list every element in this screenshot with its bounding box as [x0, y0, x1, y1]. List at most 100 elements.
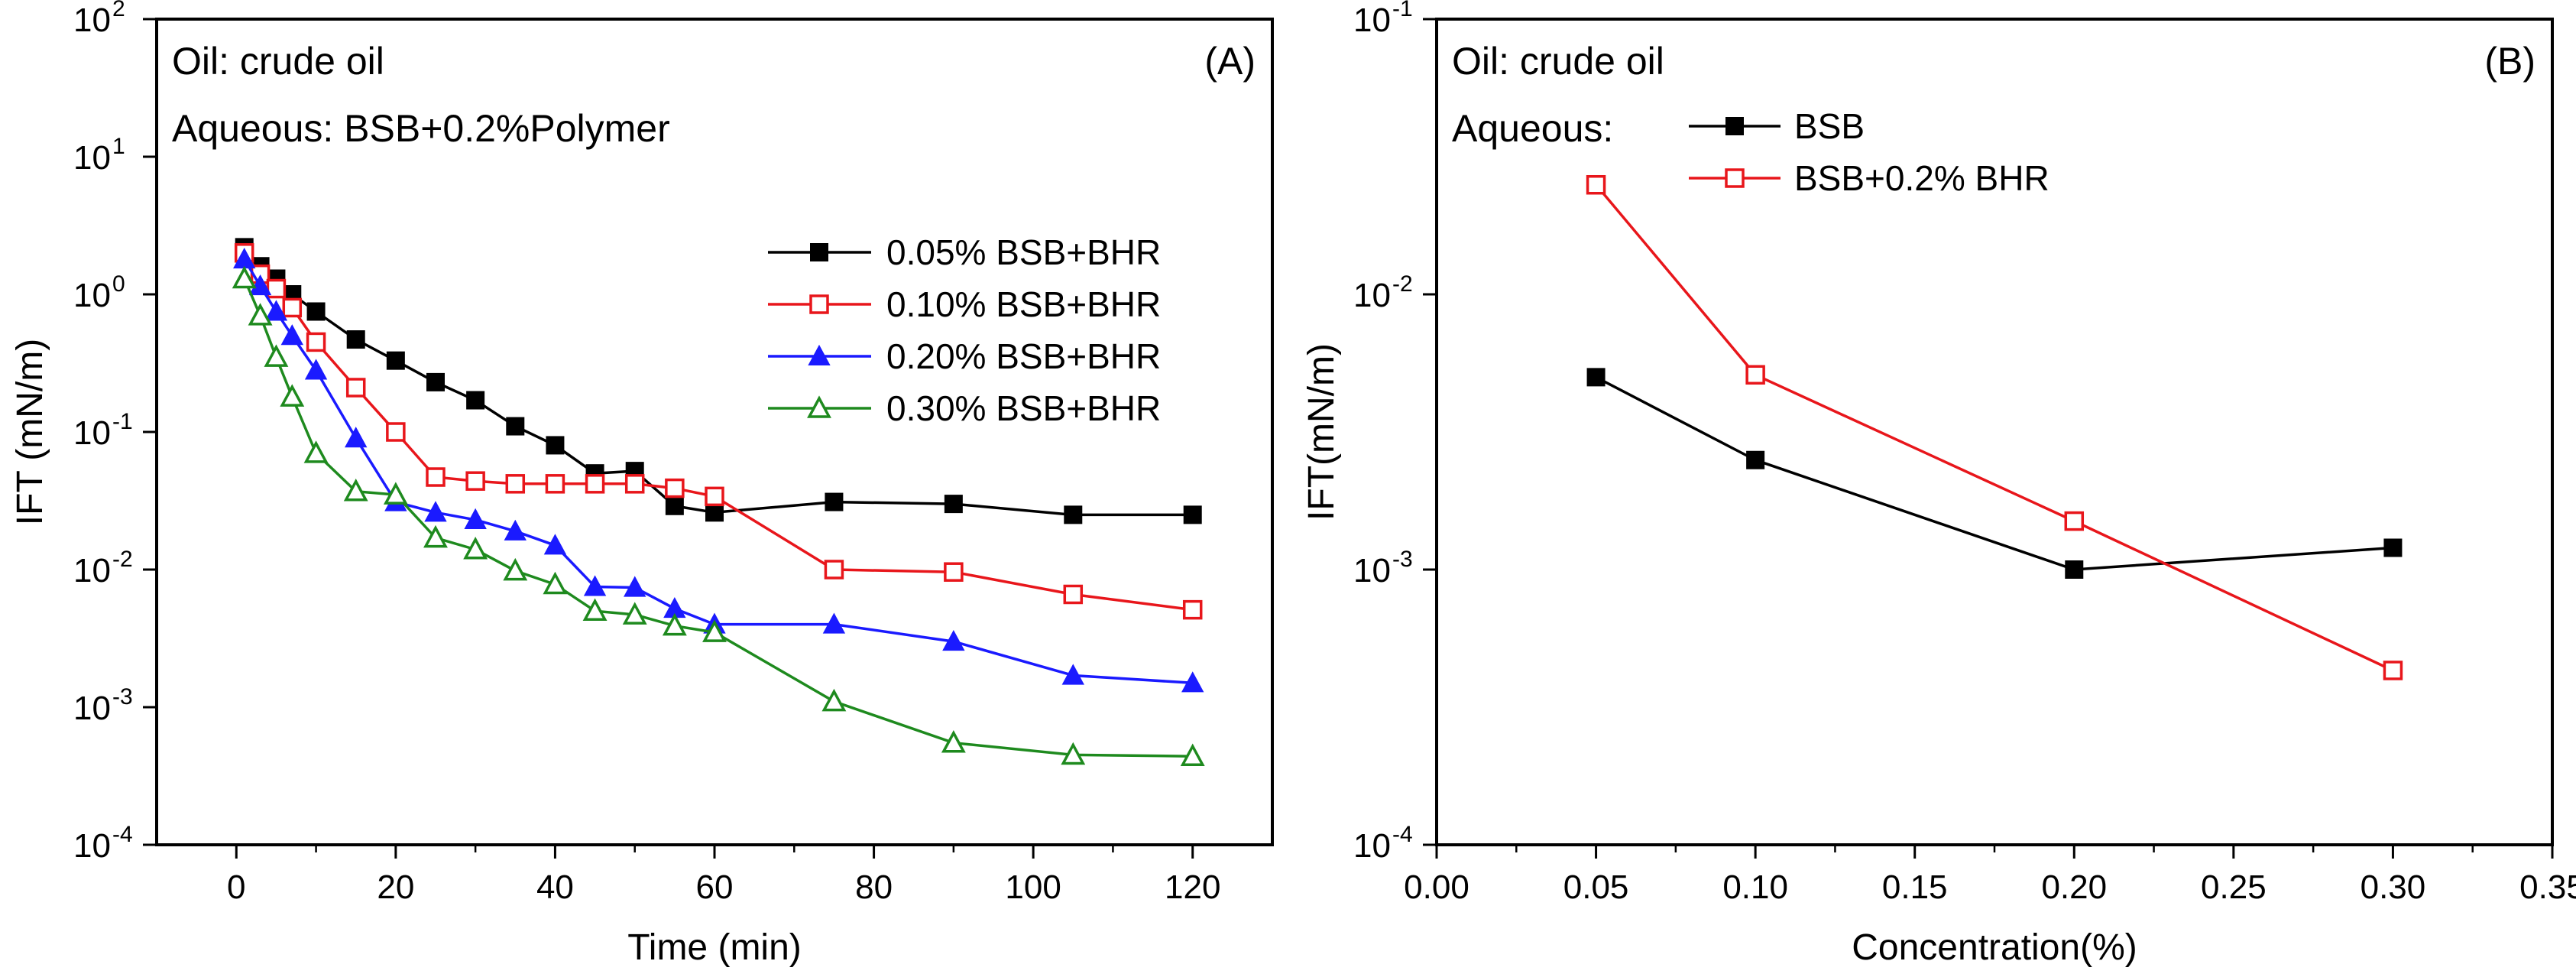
series-2: [234, 243, 1203, 620]
x-tick-label: 0.35: [2519, 868, 2576, 906]
x-tick-label: 80: [855, 868, 893, 906]
data-point: [264, 300, 288, 321]
legend-label: 0.10% BSB+BHR: [886, 284, 1161, 324]
x-tick-label: 40: [536, 868, 574, 906]
data-point: [1061, 742, 1086, 765]
data-point: [303, 440, 329, 463]
data-point: [426, 372, 445, 391]
legend-item-1: 0.05% BSB+BHR: [768, 232, 1161, 272]
data-point: [424, 501, 447, 522]
data-point: [1586, 368, 1606, 387]
x-tick-label: 0.05: [1563, 868, 1629, 906]
legend-label: BSB+0.2% BHR: [1794, 158, 2049, 198]
data-point: [345, 378, 366, 398]
legend-marker: [1725, 168, 1745, 188]
data-point: [280, 324, 303, 346]
data-point: [582, 598, 608, 621]
data-point: [1586, 174, 1606, 195]
data-point: [423, 524, 448, 548]
legend-marker: [807, 395, 831, 418]
y-axis-title-a: IFT (mN/m): [10, 339, 50, 525]
y-tick-label: 10: [1353, 2, 1391, 39]
data-point: [248, 274, 272, 296]
data-point: [2383, 661, 2403, 680]
y-tick-label: 10: [73, 552, 111, 589]
series-1: [235, 238, 1202, 524]
y-tick-label: 10: [73, 827, 111, 865]
x-tick-label: 120: [1165, 868, 1220, 906]
legend-label: 0.20% BSB+BHR: [886, 336, 1161, 376]
series-2: [1586, 174, 2403, 680]
data-point: [2065, 560, 2084, 579]
data-point: [824, 560, 844, 580]
data-point: [662, 612, 687, 636]
data-point: [2383, 538, 2403, 557]
y-tick-exponent: -1: [112, 409, 133, 434]
legend-label: 0.30% BSB+BHR: [886, 388, 1161, 428]
x-tick-label: 0.10: [1722, 868, 1788, 906]
data-point: [280, 384, 305, 407]
data-point: [506, 417, 525, 436]
data-point: [505, 474, 526, 494]
data-point: [1061, 664, 1084, 685]
y-tick-exponent: -2: [112, 547, 133, 572]
y-tick-label: 10: [1353, 827, 1391, 865]
data-point: [1063, 584, 1084, 605]
data-point: [1181, 671, 1204, 693]
annotation-oil-a: Oil: crude oil: [172, 40, 384, 83]
x-tick-label: 100: [1005, 868, 1061, 906]
data-point: [543, 534, 567, 555]
x-tick-label: 0.20: [2041, 868, 2107, 906]
x-tick-label: 20: [377, 868, 414, 906]
data-point: [343, 479, 368, 502]
panel-label-a: (A): [1204, 40, 1256, 83]
data-point: [622, 602, 647, 625]
data-point: [466, 391, 485, 410]
legend-label: BSB: [1794, 106, 1865, 146]
x-tick-label: 0.30: [2361, 868, 2426, 906]
data-point: [583, 575, 607, 596]
data-point: [504, 519, 527, 541]
data-point: [822, 612, 846, 634]
x-axis-title-b: Concentration(%): [1852, 927, 2137, 968]
series-1: [1586, 368, 2403, 579]
data-point: [1746, 450, 1765, 469]
legend-item-4: 0.30% BSB+BHR: [768, 388, 1161, 428]
data-point: [1064, 505, 1083, 524]
legend-item-2: 0.10% BSB+BHR: [768, 284, 1161, 324]
data-point: [545, 474, 565, 494]
x-tick-label: 0: [227, 868, 245, 906]
data-point: [942, 630, 965, 651]
legend-marker: [1725, 117, 1744, 135]
data-point: [2064, 511, 2085, 531]
y-tick-label: 10: [73, 139, 111, 177]
y-tick-label: 10: [73, 690, 111, 727]
data-point: [665, 496, 684, 515]
data-point: [386, 422, 406, 442]
y-tick-exponent: -4: [112, 822, 133, 847]
legend-marker: [809, 294, 829, 314]
data-point: [825, 492, 844, 511]
data-point: [624, 474, 645, 494]
y-tick-label: 10: [73, 2, 111, 39]
legend-item-3: 0.20% BSB+BHR: [768, 336, 1161, 376]
data-point: [1183, 505, 1202, 524]
x-tick-label: 0.00: [1404, 868, 1469, 906]
data-point: [821, 688, 847, 712]
data-point: [282, 297, 303, 318]
data-point: [386, 351, 405, 370]
y-tick-exponent: 1: [112, 134, 125, 159]
panel-label-b: (B): [2484, 40, 2535, 83]
y-tick-exponent: -2: [1392, 271, 1413, 297]
x-tick-label: 60: [696, 868, 734, 906]
data-point: [463, 537, 488, 560]
series-3: [233, 247, 1204, 693]
y-tick-exponent: -1: [1392, 0, 1413, 21]
data-point: [426, 467, 446, 487]
data-point: [465, 471, 485, 491]
data-point: [546, 436, 565, 455]
data-point: [705, 486, 724, 507]
data-point: [304, 359, 328, 380]
